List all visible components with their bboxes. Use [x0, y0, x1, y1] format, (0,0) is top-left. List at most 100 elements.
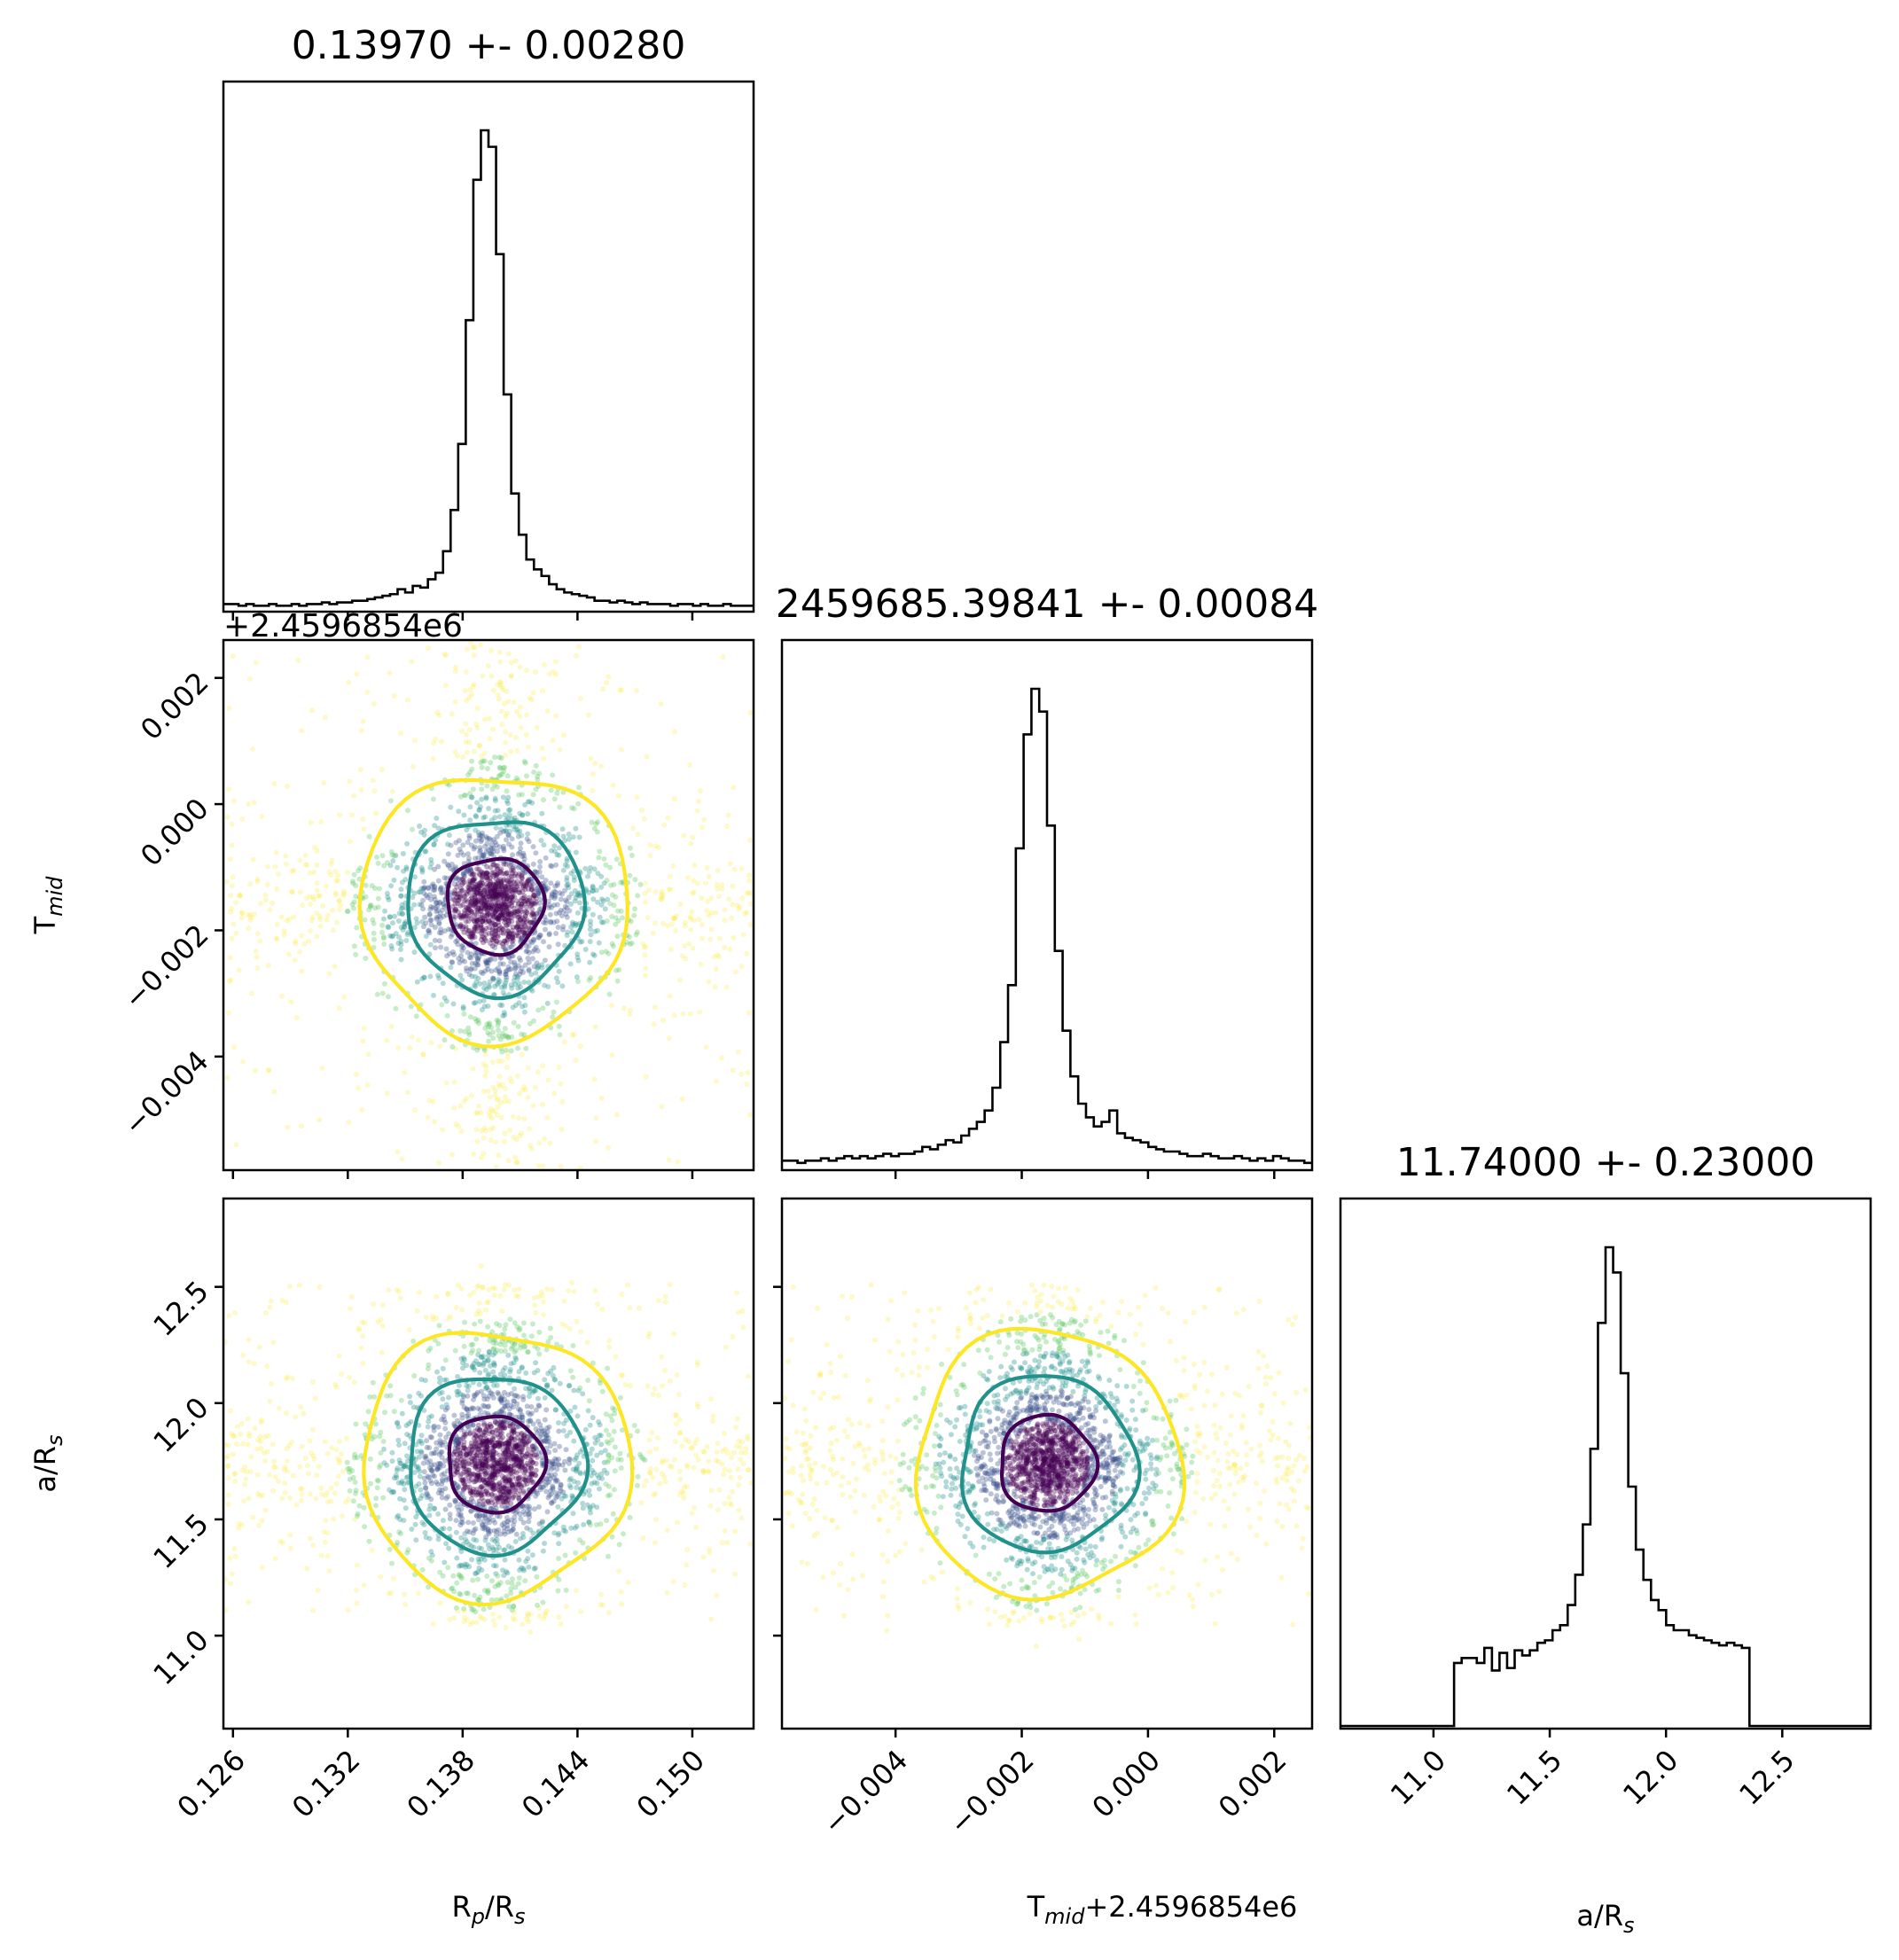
- scatter-point: [496, 885, 502, 891]
- scatter-point: [492, 1583, 498, 1589]
- scatter-point: [425, 1424, 431, 1430]
- scatter-point: [504, 1054, 511, 1060]
- scatter-point: [355, 1562, 360, 1568]
- scatter-point: [612, 1407, 618, 1413]
- scatter-point: [684, 1562, 690, 1568]
- scatter-point: [576, 900, 582, 906]
- scatter-point: [641, 816, 647, 822]
- scatter-point: [274, 921, 280, 927]
- scatter-point: [635, 1473, 641, 1480]
- scatter-point: [612, 1468, 618, 1474]
- scatter-point: [381, 980, 387, 987]
- scatter-point: [449, 959, 456, 965]
- scatter-point: [224, 814, 231, 820]
- scatter-point: [456, 1282, 462, 1288]
- scatter-point: [267, 1472, 273, 1478]
- scatter-point: [283, 853, 289, 859]
- scatter-point: [701, 1449, 707, 1456]
- scatter-point: [433, 945, 438, 951]
- scatter-point: [458, 1128, 465, 1135]
- scatter-point: [540, 1548, 546, 1554]
- scatter-point: [569, 1493, 575, 1499]
- scatter-point: [471, 1152, 477, 1157]
- scatter-point: [253, 949, 259, 954]
- scatter-point: [301, 1410, 307, 1417]
- scatter-point: [517, 890, 523, 896]
- scatter-point: [722, 918, 728, 924]
- scatter-point: [379, 1349, 385, 1355]
- scatter-point: [563, 1417, 569, 1424]
- scatter-point: [670, 1579, 676, 1585]
- scatter-point: [386, 994, 391, 1000]
- scatter-point: [610, 782, 616, 788]
- scatter-point: [556, 968, 562, 974]
- scatter-point: [468, 794, 474, 800]
- scatter-point: [227, 955, 233, 961]
- scatter-point: [581, 1521, 587, 1527]
- scatter-point: [690, 834, 696, 840]
- scatter-point: [492, 815, 498, 821]
- scatter-point: [257, 938, 263, 944]
- scatter-point: [304, 862, 310, 868]
- scatter-point: [505, 1158, 512, 1164]
- scatter-point: [405, 1547, 411, 1553]
- scatter-point: [430, 796, 436, 802]
- scatter-point: [558, 896, 564, 902]
- scatter-point: [512, 1154, 519, 1160]
- scatter-point: [676, 1468, 683, 1474]
- scatter-point: [346, 1496, 352, 1503]
- scatter-point: [703, 880, 709, 886]
- scatter-point: [547, 911, 553, 918]
- scatter-point: [700, 1554, 707, 1560]
- scatter-point: [508, 1079, 514, 1085]
- scatter-point: [448, 964, 454, 971]
- scatter-point: [528, 1628, 534, 1635]
- scatter-point: [484, 840, 490, 847]
- scatter-point: [698, 961, 704, 967]
- scatter-point: [688, 840, 694, 847]
- scatter-point: [302, 852, 309, 858]
- scatter-point: [255, 1437, 262, 1443]
- scatter-point: [408, 1003, 414, 1010]
- scatter-point: [645, 1383, 651, 1389]
- scatter-point: [544, 1384, 551, 1390]
- scatter-point: [497, 961, 504, 967]
- scatter-point: [340, 1468, 346, 1474]
- scatter-panel-1: [223, 1263, 754, 1635]
- scatter-point: [532, 1084, 538, 1090]
- scatter-point: [357, 865, 363, 871]
- scatter-point: [495, 871, 501, 877]
- scatter-point: [457, 922, 464, 928]
- scatter-point: [492, 887, 497, 894]
- scatter-point: [559, 891, 565, 897]
- scatter-point: [452, 668, 458, 675]
- scatter-point: [502, 938, 507, 944]
- scatter-point: [515, 1045, 521, 1051]
- scatter-point: [345, 908, 351, 914]
- scatter-point: [454, 1580, 460, 1586]
- scatter-point: [574, 974, 580, 980]
- scatter-point: [497, 868, 504, 874]
- scatter-point: [689, 909, 695, 915]
- scatter-point: [577, 1043, 583, 1050]
- scatter-point: [555, 925, 561, 930]
- scatter-point: [587, 959, 593, 965]
- scatter-point: [402, 1441, 408, 1447]
- scatter-point: [351, 793, 357, 799]
- scatter-point: [747, 837, 754, 843]
- scatter-point: [509, 877, 514, 883]
- scatter-point: [482, 814, 488, 820]
- scatter-point: [436, 975, 442, 981]
- scatter-point: [511, 1429, 517, 1435]
- scatter-point: [402, 924, 408, 930]
- scatter-point: [691, 878, 697, 884]
- scatter-point: [492, 839, 498, 846]
- scatter-point: [707, 936, 714, 942]
- scatter-point: [556, 1064, 562, 1070]
- scatter-point: [719, 1540, 725, 1546]
- scatter-point: [533, 1425, 539, 1432]
- scatter-point: [474, 705, 481, 711]
- scatter-point: [564, 933, 570, 939]
- scatter-point: [652, 920, 658, 926]
- scatter-point: [484, 783, 490, 789]
